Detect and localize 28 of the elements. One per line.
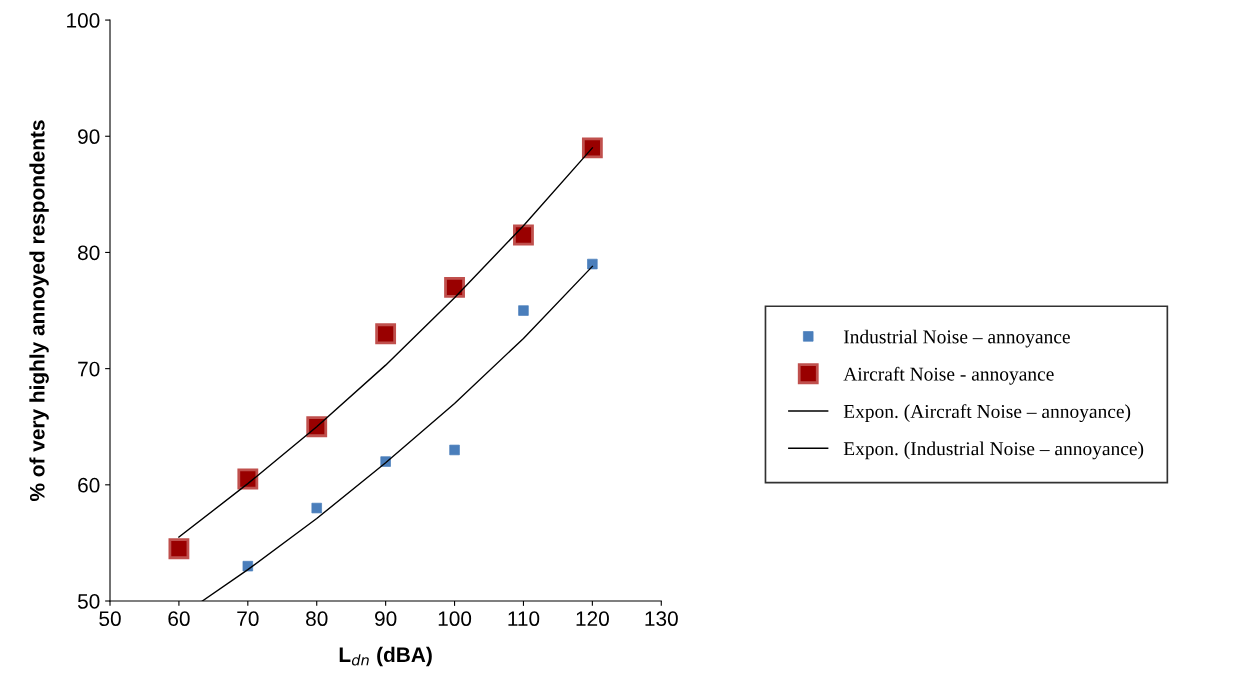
y-tick-label: 100 xyxy=(67,13,100,28)
x-axis-title: L$_{dn}$ (dBA) xyxy=(339,646,432,667)
legend-label: Industrial Noise – annoyance xyxy=(843,329,1070,348)
x-tick-label: 90 xyxy=(375,611,397,627)
x-tick-label: 110 xyxy=(508,611,540,627)
x-tick-label: 50 xyxy=(99,611,121,627)
point xyxy=(581,137,603,159)
x-tick-label: 130 xyxy=(645,611,678,627)
point xyxy=(444,276,465,298)
x-tick-label: 60 xyxy=(168,611,190,627)
y-tick-label: 70 xyxy=(78,361,100,377)
legend-label: Expon. (Industrial Noise – annoyance) xyxy=(843,441,1144,460)
y-tick-label: 50 xyxy=(77,594,100,609)
x-tick-label: 80 xyxy=(306,611,328,627)
x-tick-label: 70 xyxy=(237,611,259,627)
point xyxy=(375,323,397,345)
point xyxy=(513,224,534,246)
x-tick-label: 100 xyxy=(438,611,472,627)
point xyxy=(168,538,190,560)
y-axis-title: % of very highly annoyed respondents xyxy=(29,120,49,502)
point xyxy=(237,468,259,490)
y-tick-label: 60 xyxy=(78,477,100,493)
legend-label: Expon. (Aircraft Noise – annoyance) xyxy=(843,404,1131,423)
y-tick-label: 80 xyxy=(78,245,100,261)
point xyxy=(306,416,328,438)
legend-label: Aircraft Noise - annoyance xyxy=(843,366,1054,385)
y-tick-label: 90 xyxy=(78,129,100,145)
x-tick-label: 120 xyxy=(576,611,609,627)
